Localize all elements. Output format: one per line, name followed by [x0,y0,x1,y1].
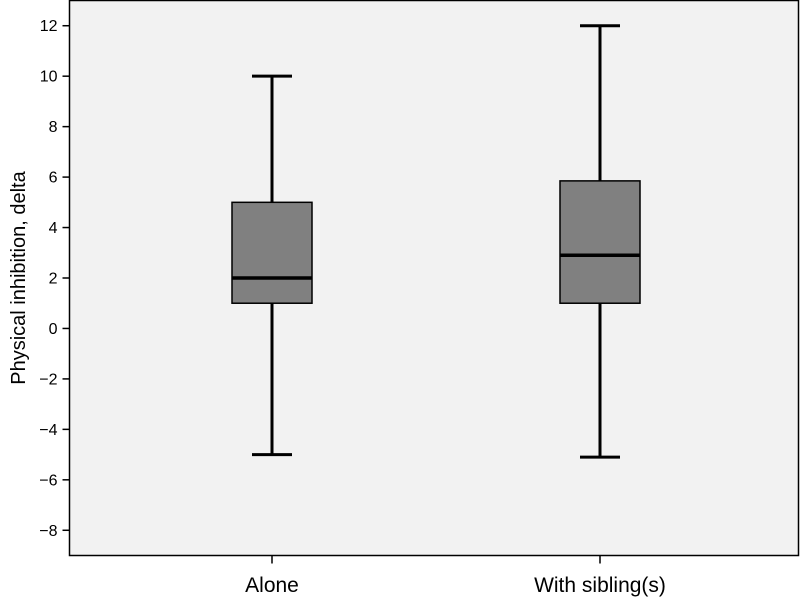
y-tick-label: 4 [49,220,58,237]
y-tick-label: 0 [49,321,58,338]
y-tick-label: −4 [39,422,57,439]
y-tick-label: 8 [49,119,58,136]
y-tick-label: 12 [40,18,58,35]
iqr-box [231,201,313,304]
y-tick-label: −6 [39,472,57,489]
y-tick-label: −8 [39,523,57,540]
box-2 [559,24,641,459]
y-axis-title: Physical inhibition, delta [8,170,30,384]
boxes [231,24,641,459]
x-tick-label: With sibling(s) [534,574,666,597]
plot-area [68,0,800,557]
y-axis: −8 −6 −4 −2 0 2 4 6 8 10 12 [39,18,70,540]
y-tick-label: −2 [39,371,57,388]
y-tick-label: 6 [49,170,58,187]
iqr-box [559,180,641,304]
x-tick-label: Alone [245,574,299,597]
box-1 [231,74,313,457]
y-tick-label: 10 [40,69,58,86]
x-axis: Alone With sibling(s) [245,555,666,597]
y-tick-label: 2 [49,271,58,288]
